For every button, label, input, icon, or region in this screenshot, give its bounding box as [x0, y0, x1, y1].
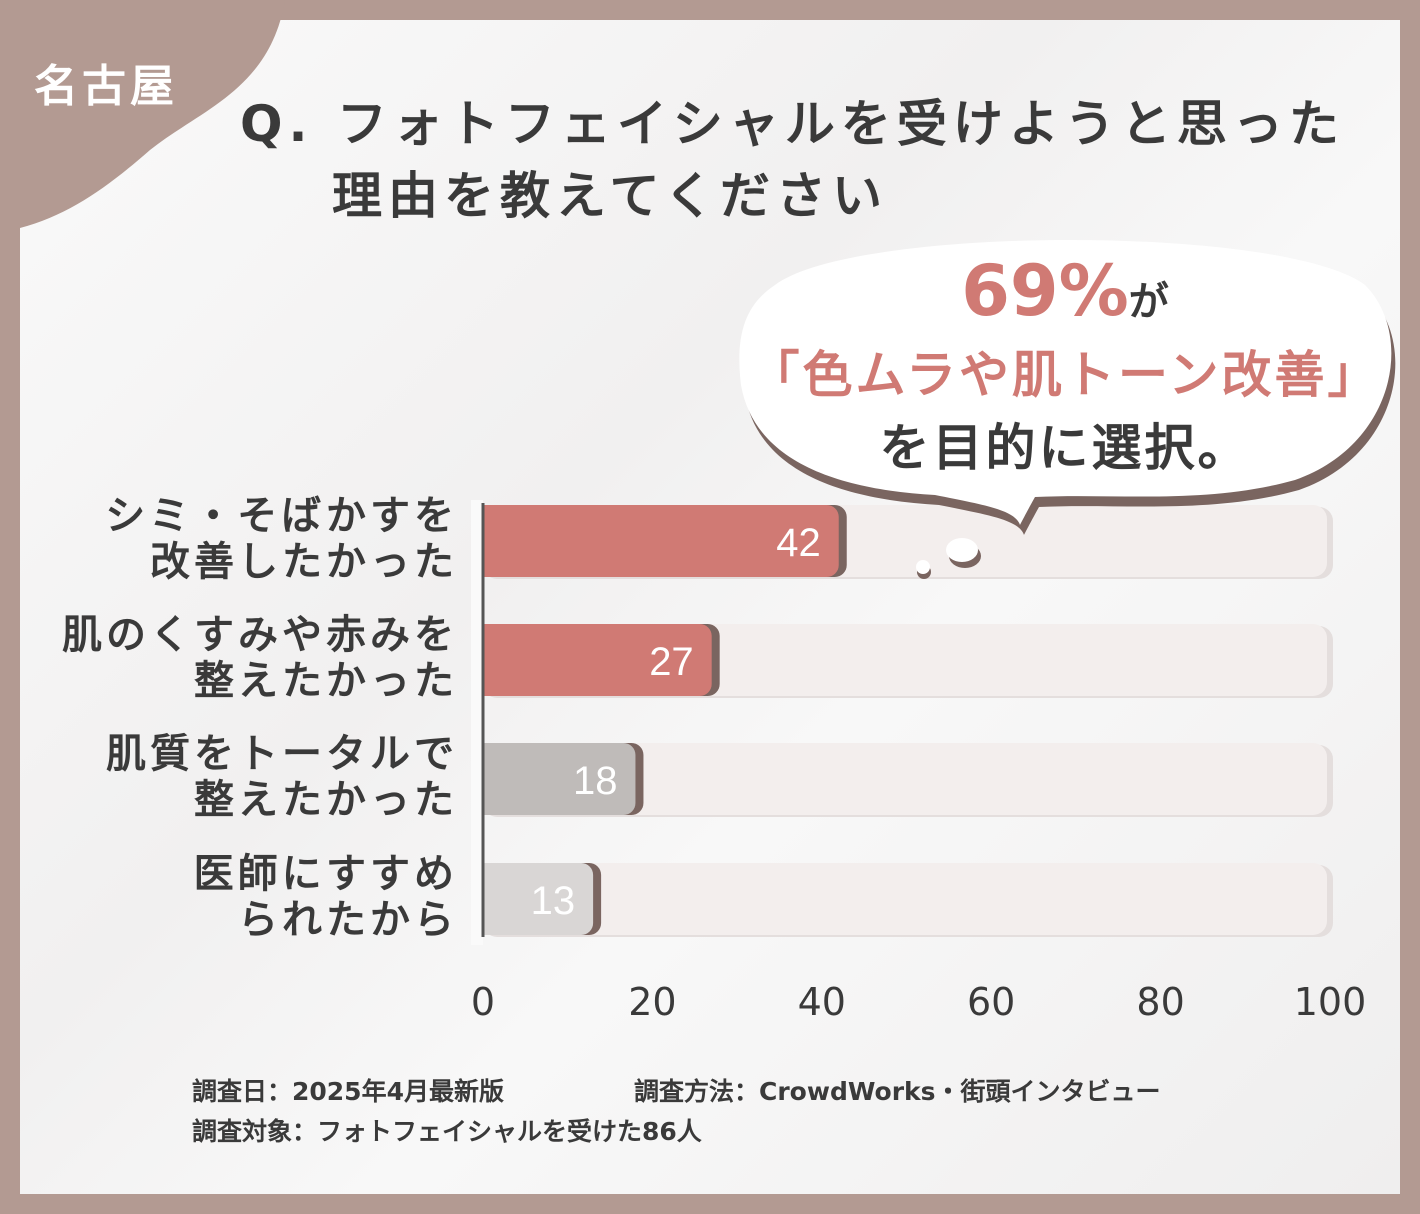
bar	[471, 743, 636, 815]
city-tag: 名古屋	[34, 61, 178, 112]
title-line-1: Q. フォトフェイシャルを受けようと思った	[240, 95, 1345, 153]
bar	[471, 624, 712, 696]
bar	[471, 505, 839, 577]
callout-highlight: 「色ムラや肌トーン改善」	[749, 346, 1381, 404]
footer-target: 調査対象：フォトフェイシャルを受けた86人	[192, 1117, 702, 1146]
axis-mask	[471, 500, 483, 945]
page-title: Q. フォトフェイシャルを受けようと思った 理由を教えてください	[240, 88, 1345, 232]
x-tick-label: 40	[797, 980, 846, 1024]
title-line-2: 理由を教えてください	[332, 167, 888, 225]
category-label: 肌のくすみや赤みを 整えたかった	[62, 612, 458, 704]
bar-value-label: 42	[776, 521, 821, 565]
callout-particle: が	[1128, 279, 1169, 325]
footer-date: 調査日：2025年4月最新版	[192, 1077, 504, 1106]
bar-value-label: 13	[531, 879, 576, 923]
category-label: 医師にすすめ られたから	[193, 851, 458, 943]
footer-method: 調査方法：CrowdWorks・街頭インタビュー	[634, 1077, 1161, 1106]
bubble-dot-small	[916, 560, 930, 574]
category-label: シミ・そばかすを 改善したかった	[105, 493, 458, 585]
bubble-dot	[946, 538, 978, 562]
corner-tag-shape	[0, 0, 285, 232]
category-label: 肌質をトータルで 整えたかった	[106, 731, 458, 823]
speech-bubble	[739, 240, 1396, 535]
bar-track	[483, 743, 1327, 815]
x-tick-label: 100	[1293, 980, 1367, 1024]
x-tick-label: 80	[1136, 980, 1185, 1024]
bar	[471, 863, 594, 935]
bar-value-label: 27	[649, 640, 694, 684]
callout-percent-line: 69%が	[735, 250, 1395, 332]
bar-track	[483, 863, 1327, 935]
x-tick-label: 0	[470, 980, 496, 1024]
card	[20, 20, 1400, 1194]
callout-tail: を目的に選択。	[879, 419, 1251, 477]
x-tick-label: 60	[967, 980, 1016, 1024]
bar-value-label: 18	[573, 759, 618, 803]
callout-percent: 69%	[961, 250, 1129, 332]
x-tick-label: 20	[628, 980, 677, 1024]
